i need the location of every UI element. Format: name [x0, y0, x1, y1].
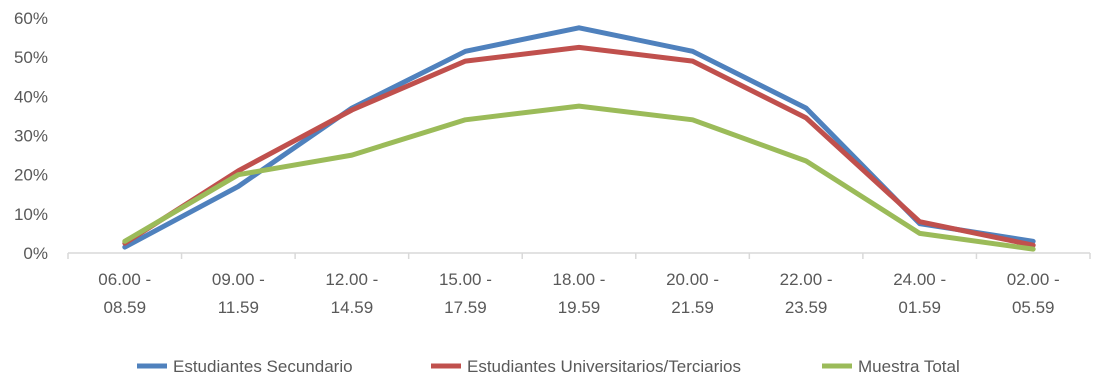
x-tick-label: 24.00 - — [893, 270, 946, 289]
x-tick-label: 11.59 — [218, 298, 259, 317]
x-axis-ticks: 06.00 - 08.59 09.00 - 11.59 12.00 - 14.59 15.0… — [67, 253, 1091, 317]
x-tick-label: 15.00 - — [439, 270, 492, 289]
y-tick-label: 0% — [23, 244, 48, 263]
x-tick-label: 21.59 — [671, 298, 714, 317]
legend-label: Estudiantes Secundario — [173, 357, 353, 376]
x-tick-label: 09.00 - — [212, 270, 265, 289]
x-tick-label: 19.59 — [558, 298, 601, 317]
series-line-3 — [122, 103, 1036, 252]
x-tick-label: 18.00 - — [553, 270, 606, 289]
x-tick-label: 02.00 - — [1007, 270, 1060, 289]
legend: Estudiantes Secundario Estudiantes Univer… — [137, 357, 960, 376]
x-tick-label: 08.59 — [104, 298, 147, 317]
y-tick-label: 30% — [14, 127, 48, 146]
y-tick-label: 50% — [14, 48, 48, 67]
x-tick-label: 06.00 - — [98, 270, 151, 289]
legend-label: Estudiantes Universitarios/Terciarios — [467, 357, 741, 376]
x-tick-label: 23.59 — [785, 298, 828, 317]
series-line-1 — [122, 25, 1036, 250]
y-axis-ticks: 0% 10% 20% 30% 40% 50% 60% — [14, 9, 48, 263]
series-lines — [122, 25, 1036, 252]
y-tick-label: 10% — [14, 205, 48, 224]
x-tick-label: 05.59 — [1012, 298, 1055, 317]
x-tick-label: 20.00 - — [666, 270, 719, 289]
y-tick-label: 20% — [14, 166, 48, 185]
y-tick-label: 60% — [14, 9, 48, 28]
x-tick-label: 12.00 - — [325, 270, 378, 289]
x-tick-label: 14.59 — [331, 298, 374, 317]
x-tick-label: 17.59 — [444, 298, 487, 317]
series-line-2 — [122, 44, 1036, 248]
y-tick-label: 40% — [14, 87, 48, 106]
x-tick-label: 01.59 — [898, 298, 941, 317]
legend-label: Muestra Total — [858, 357, 960, 376]
x-tick-label: 22.00 - — [780, 270, 833, 289]
